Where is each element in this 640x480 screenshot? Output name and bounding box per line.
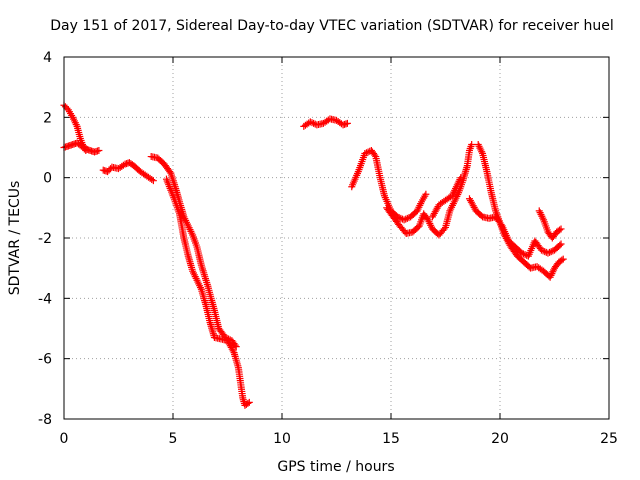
data-point: [232, 343, 240, 351]
y-tick-label: -6: [38, 352, 52, 368]
data-point: [457, 174, 465, 182]
x-tick-label: 15: [382, 431, 400, 447]
x-tick-label: 5: [169, 431, 178, 447]
data-points: [60, 101, 567, 409]
data-point: [518, 249, 526, 257]
x-tick-label: 25: [600, 431, 618, 447]
data-point: [557, 225, 565, 233]
data-point: [402, 215, 410, 223]
series-evening-A: [348, 147, 430, 224]
data-point: [166, 168, 174, 176]
data-point: [557, 240, 565, 248]
y-tick-label: 4: [43, 50, 52, 66]
x-tick-label: 0: [60, 431, 69, 447]
series-drop-A: [147, 153, 240, 351]
data-point: [362, 149, 370, 157]
data-point: [537, 246, 545, 254]
data-point: [558, 256, 566, 264]
data-point: [361, 150, 369, 158]
data-point: [477, 212, 485, 220]
series-drop-B: [162, 175, 253, 409]
data-point: [82, 147, 90, 155]
data-point: [546, 248, 554, 256]
chart-title: Day 151 of 2017, Sidereal Day-to-day VTE…: [50, 18, 613, 34]
data-point: [422, 190, 430, 198]
data-point: [231, 341, 239, 349]
series-late-B: [474, 140, 567, 281]
y-axis-label: SDTVAR / TECUs: [7, 181, 23, 296]
series-evening-C: [428, 174, 465, 221]
data-point: [403, 214, 411, 222]
data-point: [148, 176, 156, 184]
y-tick-label: 0: [43, 171, 52, 187]
data-point: [371, 151, 379, 159]
data-point: [401, 228, 409, 236]
data-point: [343, 119, 351, 127]
data-point: [397, 214, 405, 222]
x-tick-label: 20: [491, 431, 509, 447]
data-point: [245, 398, 253, 406]
data-point: [229, 347, 237, 355]
y-axis-ticks: -8 -6 -4 -2 0 2 4: [38, 50, 609, 428]
x-tick-label: 10: [273, 431, 291, 447]
data-point: [547, 248, 555, 256]
data-point: [310, 119, 318, 127]
data-point: [119, 161, 127, 169]
data-point: [556, 226, 564, 234]
y-tick-label: 2: [43, 110, 52, 126]
data-point: [244, 399, 252, 407]
data-point: [95, 147, 103, 155]
x-axis-label: GPS time / hours: [277, 459, 394, 475]
data-point: [308, 119, 316, 127]
data-point: [306, 118, 314, 126]
data-point: [149, 177, 157, 185]
data-point: [440, 225, 448, 233]
x-axis-ticks: 0 5 10 15 20 25: [60, 57, 618, 447]
data-point: [559, 255, 567, 263]
data-point: [539, 247, 547, 255]
y-tick-label: -8: [38, 412, 52, 428]
data-point: [556, 241, 564, 249]
data-point: [395, 214, 403, 222]
series-early-wave: [99, 159, 157, 185]
y-tick-label: -4: [38, 291, 52, 307]
series-start-lower: [60, 139, 90, 155]
series-midday: [300, 115, 351, 130]
data-point: [400, 216, 408, 224]
plot-frame: [63, 56, 610, 420]
data-point: [468, 140, 476, 148]
data-point: [541, 248, 549, 256]
data-point: [80, 145, 88, 153]
gridlines: [64, 57, 609, 419]
series-evening-B: [383, 140, 476, 239]
data-point: [544, 249, 552, 257]
data-point: [107, 165, 115, 173]
y-tick-label: -2: [38, 231, 52, 247]
series-late-C: [535, 207, 565, 242]
